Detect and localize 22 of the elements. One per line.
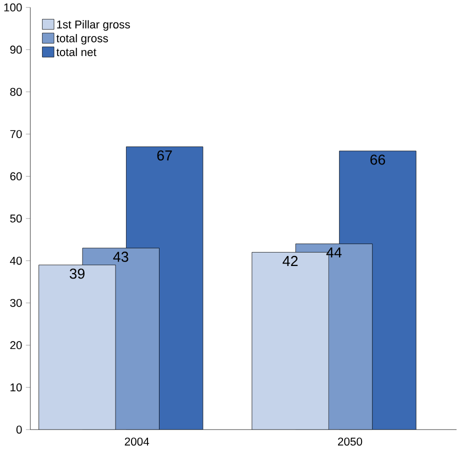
y-tick-label: 20 xyxy=(10,341,22,350)
data-label: 44 xyxy=(326,247,342,258)
data-label: 42 xyxy=(282,256,298,266)
data-label: 67 xyxy=(157,150,172,161)
legend-label: total net xyxy=(56,48,96,56)
legend-label: 1st Pillar gross xyxy=(57,20,130,31)
data-label: 39 xyxy=(70,268,84,279)
data-label: 43 xyxy=(113,252,128,262)
y-tick-label: 30 xyxy=(10,298,22,307)
y-tick-label: 40 xyxy=(10,256,22,265)
y-tick-label: 60 xyxy=(10,172,22,180)
x-tick-label: 2050 xyxy=(338,438,362,446)
y-tick-label: 90 xyxy=(10,46,22,54)
y-tick-label: 80 xyxy=(10,88,22,96)
y-tick-label: 70 xyxy=(10,130,22,138)
y-tick-label: 100 xyxy=(4,3,22,12)
x-tick-label: 2004 xyxy=(124,438,150,446)
y-tick-label: 10 xyxy=(10,383,22,392)
data-label: 66 xyxy=(370,154,386,165)
y-tick-label: 0 xyxy=(16,426,22,434)
legend-label: total gross xyxy=(56,34,108,45)
y-tick-label: 50 xyxy=(10,214,22,222)
